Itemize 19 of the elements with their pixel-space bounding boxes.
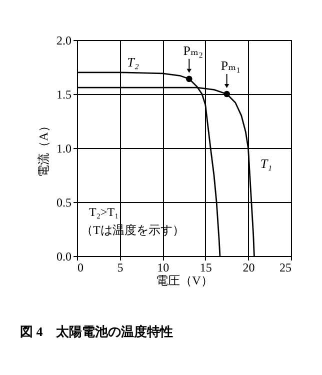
y-tick-label: 2.0: [56, 34, 72, 48]
y-tick-label: 1.0: [56, 142, 72, 156]
annotation: T₂>T₁: [89, 205, 119, 219]
y-tick-label: 1.5: [56, 88, 72, 102]
x-tick-label: 10: [157, 260, 170, 274]
y-tick-label: 0.5: [56, 196, 72, 210]
x-tick-label: 25: [280, 260, 292, 274]
series-label: T₂: [127, 54, 140, 70]
x-axis-title: 電圧（V）: [156, 274, 213, 288]
x-tick-label: 15: [200, 260, 212, 274]
y-axis-title: 電流（A）: [36, 120, 50, 177]
x-tick-label: 0: [78, 260, 84, 274]
annotation: Pₘ₂: [183, 42, 204, 58]
annotation: Pₘ₁: [220, 58, 241, 73]
series-label: T₁: [260, 156, 272, 171]
text: 図 4 太陽電池の温度特性: [20, 324, 173, 339]
x-tick-label: 20: [242, 260, 255, 274]
y-tick-label: 0.0: [56, 250, 72, 264]
x-tick-label: 5: [117, 260, 124, 274]
